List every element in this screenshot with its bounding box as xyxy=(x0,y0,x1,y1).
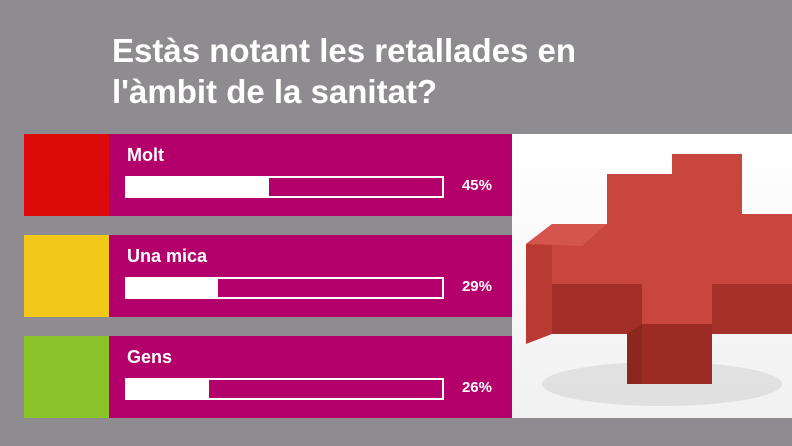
option-color-swatch xyxy=(24,134,109,216)
percent-label: 26% xyxy=(461,379,492,396)
poll-option-gens[interactable]: Gens 26% xyxy=(24,336,512,418)
option-color-swatch xyxy=(24,336,109,418)
result-bar-track xyxy=(125,176,444,198)
percent-label: 45% xyxy=(461,177,492,194)
percent-label: 29% xyxy=(461,278,492,295)
poll-option-una-mica[interactable]: Una mica 29% xyxy=(24,235,512,317)
red-cross-image xyxy=(512,134,792,418)
result-bar-fill xyxy=(127,279,219,297)
poll-option-molt[interactable]: Molt 45% xyxy=(24,134,512,216)
result-bar-fill xyxy=(127,380,209,398)
poll-question-title: Estàs notant les retallades en l'àmbit d… xyxy=(112,32,577,110)
red-cross-icon xyxy=(512,134,792,418)
result-bar-track xyxy=(125,378,444,400)
option-color-swatch xyxy=(24,235,109,317)
option-label: Molt xyxy=(127,145,164,165)
result-bar-fill xyxy=(127,178,269,196)
result-bar-track xyxy=(125,277,444,299)
option-label: Una mica xyxy=(127,246,208,266)
option-label: Gens xyxy=(127,347,173,367)
